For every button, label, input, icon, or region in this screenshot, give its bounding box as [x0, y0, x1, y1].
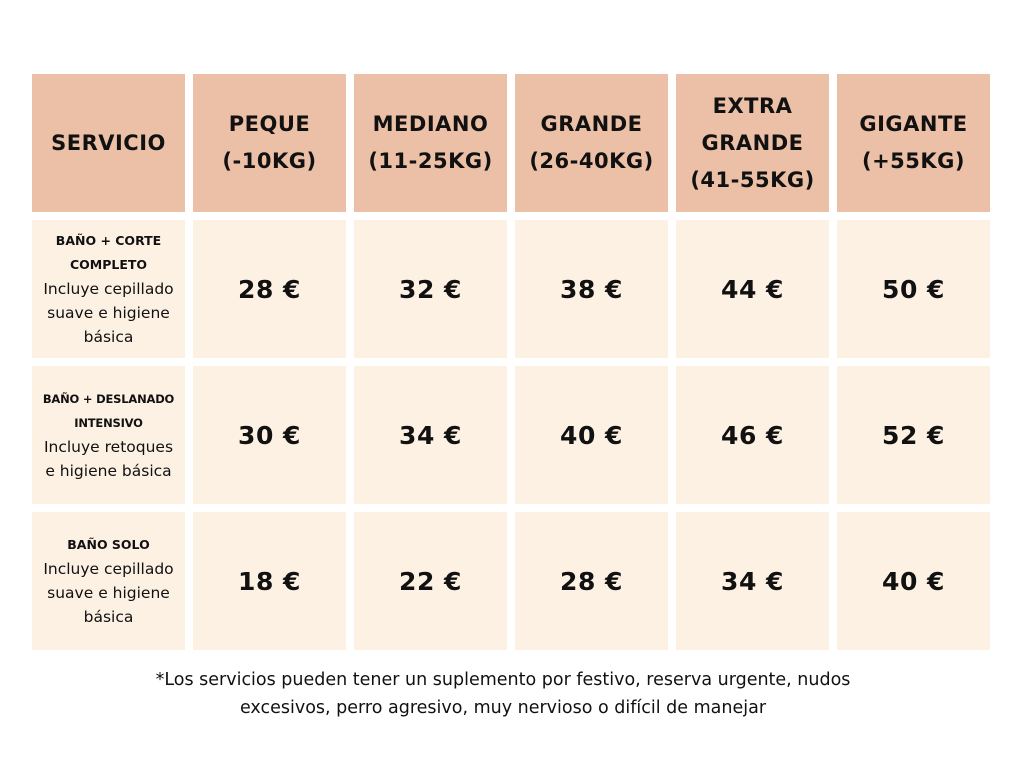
service-cell-bano-solo: BAÑO SOLO Incluye cepillado suave e higi… — [32, 512, 185, 650]
price-value: 44 € — [721, 274, 784, 304]
header-mediano: MEDIANO (11-25KG) — [354, 74, 507, 212]
header-peque: PEQUE (-10KG) — [193, 74, 346, 212]
price-cell: 52 € — [837, 366, 990, 504]
price-value: 52 € — [882, 420, 945, 450]
price-cell: 32 € — [354, 220, 507, 358]
header-servicio: SERVICIO — [32, 74, 185, 212]
header-extra-grande: EXTRA GRANDE (41-55KG) — [676, 74, 829, 212]
service-name-line: COMPLETO — [69, 257, 148, 272]
service-name-line: BAÑO + DESLANADO — [42, 392, 175, 406]
price-value: 22 € — [399, 566, 462, 596]
header-grande-label: GRANDE — [540, 112, 643, 136]
service-cell-corte-completo: BAÑO + CORTE COMPLETO Incluye cepillado … — [32, 220, 185, 358]
header-extra-grande-label-2: GRANDE — [701, 130, 804, 155]
price-value: 38 € — [560, 274, 623, 304]
price-cell: 34 € — [676, 512, 829, 650]
price-value: 32 € — [399, 274, 462, 304]
price-cell: 28 € — [193, 220, 346, 358]
price-cell: 40 € — [837, 512, 990, 650]
price-cell: 28 € — [515, 512, 668, 650]
header-servicio-label: SERVICIO — [51, 130, 166, 155]
header-gigante: GIGANTE (+55KG) — [837, 74, 990, 212]
header-extra-grande-label-1: EXTRA — [712, 93, 793, 118]
price-cell: 44 € — [676, 220, 829, 358]
service-description-line: básica — [83, 328, 134, 346]
service-description-line: suave e higiene — [47, 584, 170, 602]
footnote-line: *Los servicios pueden tener un suplement… — [155, 670, 851, 690]
price-cell: 34 € — [354, 366, 507, 504]
header-mediano-label: MEDIANO — [372, 112, 489, 136]
service-name-line: BAÑO + CORTE — [55, 233, 162, 248]
footnote-line: excesivos, perro agresivo, muy nervioso … — [239, 698, 767, 718]
price-value: 46 € — [721, 420, 784, 450]
service-name-line: INTENSIVO — [74, 416, 143, 430]
header-gigante-weight: (+55KG) — [861, 149, 966, 173]
header-extra-grande-weight: (41-55KG) — [690, 167, 815, 192]
price-value: 30 € — [238, 420, 301, 450]
price-value: 34 € — [399, 420, 462, 450]
price-cell: 22 € — [354, 512, 507, 650]
service-description-line: suave e higiene — [47, 304, 170, 322]
header-grande-weight: (26-40KG) — [529, 149, 654, 173]
price-table: SERVICIO PEQUE (-10KG) MEDIANO (11-25KG)… — [32, 74, 990, 650]
service-description-line: Incluye retoques — [43, 438, 174, 456]
price-cell: 50 € — [837, 220, 990, 358]
price-value: 28 € — [560, 566, 623, 596]
header-gigante-label: GIGANTE — [859, 112, 968, 136]
price-cell: 38 € — [515, 220, 668, 358]
price-value: 34 € — [721, 566, 784, 596]
header-mediano-weight: (11-25KG) — [368, 149, 493, 173]
price-cell: 40 € — [515, 366, 668, 504]
price-value: 18 € — [238, 566, 301, 596]
price-value: 50 € — [882, 274, 945, 304]
price-value: 28 € — [238, 274, 301, 304]
footnote: *Los servicios pueden tener un suplement… — [0, 666, 1006, 722]
service-description-line: Incluye cepillado — [43, 280, 174, 298]
service-name-line: BAÑO SOLO — [67, 537, 150, 552]
header-grande: GRANDE (26-40KG) — [515, 74, 668, 212]
header-peque-weight: (-10KG) — [222, 149, 317, 173]
service-cell-deslanado-intensivo: BAÑO + DESLANADO INTENSIVO Incluye retoq… — [32, 366, 185, 504]
service-description-line: e higiene básica — [45, 462, 172, 480]
price-cell: 18 € — [193, 512, 346, 650]
price-cell: 46 € — [676, 366, 829, 504]
service-description-line: Incluye cepillado — [43, 560, 174, 578]
service-description-line: básica — [83, 608, 134, 626]
price-value: 40 € — [560, 420, 623, 450]
price-value: 40 € — [882, 566, 945, 596]
header-peque-label: PEQUE — [228, 112, 311, 136]
price-cell: 30 € — [193, 366, 346, 504]
